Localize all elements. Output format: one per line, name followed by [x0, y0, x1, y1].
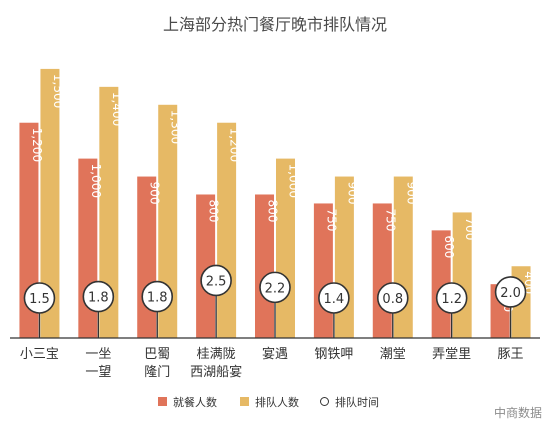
bar-label-dine: 900 [148, 182, 162, 205]
x-tick-label: 隆门 [144, 365, 170, 380]
legend-swatch [240, 397, 249, 406]
wait-time-marker [141, 280, 174, 313]
wait-time-label: 2.2 [265, 281, 286, 296]
x-tick-label: 豚王 [498, 347, 524, 362]
legend-label: 排队时间 [335, 395, 379, 409]
legend: 就餐人数 排队人数 排队时间 [158, 395, 379, 409]
legend-swatch [320, 397, 329, 406]
bar-label-queue: 1,200 [228, 128, 242, 162]
x-tick-label: 小三宝 [20, 347, 59, 362]
bar-label-queue: 1,400 [110, 92, 124, 126]
wait-time-marker [82, 280, 115, 313]
x-tick-label: 弄堂里 [432, 347, 471, 362]
bar-label-dine: 750 [383, 208, 397, 231]
bar-label-dine: 1,200 [30, 128, 44, 162]
bar-label-queue: 900 [404, 182, 418, 205]
x-tick-label: 一望 [85, 364, 111, 380]
x-tick-label: 一坐 [85, 347, 111, 362]
wait-time-label: 1.2 [441, 292, 462, 307]
bar-label-dine: 800 [207, 199, 221, 222]
legend-label: 排队人数 [255, 395, 299, 409]
wait-time-label: 1.5 [29, 292, 50, 307]
bar-dine [196, 194, 216, 338]
x-tick-label: 西湖船宴 [190, 364, 242, 380]
wait-time-marker [259, 271, 291, 304]
bar-queue [40, 68, 60, 338]
bar-dine [255, 194, 274, 338]
wait-time-label: 2.5 [206, 274, 227, 289]
chart-title: 上海部分热门餐厅晚市排队情况 [163, 15, 387, 34]
legend-swatch [158, 397, 167, 406]
wait-time-marker [435, 282, 468, 314]
bar-label-queue: 900 [345, 182, 359, 205]
x-tick-label: 宴遇 [262, 346, 288, 362]
wait-time-label: 1.8 [147, 291, 168, 306]
x-tick-label: 钢铁呷 [314, 347, 353, 362]
x-tick-label: 潮堂 [380, 347, 406, 362]
x-tick-label: 巴蜀 [144, 347, 170, 362]
wait-time-marker [494, 276, 527, 308]
bar-label-dine: 1,000 [89, 164, 103, 198]
bar-label-queue: 1,500 [51, 74, 65, 108]
bar-label-queue: 1,000 [287, 164, 301, 198]
watermark: 中商数据 [493, 406, 542, 420]
legend-label: 就餐人数 [173, 395, 217, 409]
wait-time-marker [376, 282, 409, 314]
wait-time-marker [318, 282, 350, 314]
wait-time-label: 1.8 [88, 291, 109, 306]
bar-queue [99, 86, 119, 339]
bar-label-queue: 1,300 [169, 110, 183, 144]
bar-label-dine: 750 [324, 208, 338, 231]
wait-time-label: 0.8 [382, 292, 403, 307]
bar-label-dine: 800 [266, 199, 280, 222]
x-tick-label: 桂满陇 [197, 347, 236, 362]
wait-time-marker [200, 264, 232, 297]
bar-label-queue: 700 [463, 217, 477, 240]
wait-time-marker [23, 282, 56, 314]
wait-time-label: 2.0 [500, 286, 521, 301]
bar-queue [158, 104, 178, 339]
bar-label-dine: 600 [442, 235, 456, 258]
wait-time-label: 1.4 [324, 292, 345, 307]
